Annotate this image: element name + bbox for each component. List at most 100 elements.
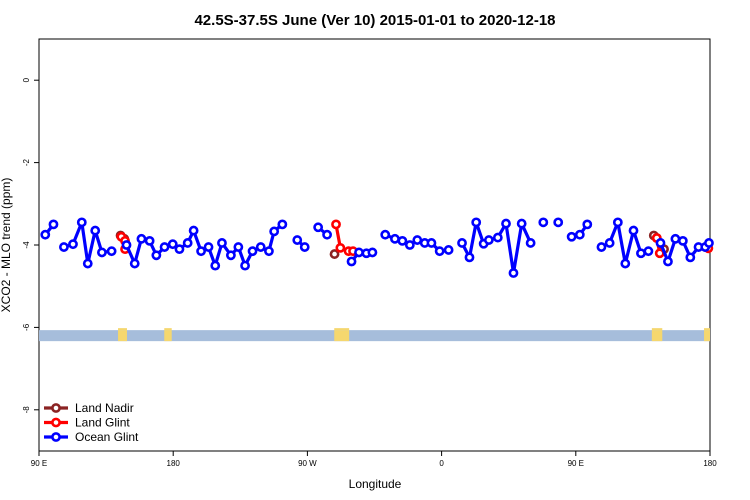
ocean-glint-point [663, 256, 673, 267]
ocean-glint-point [643, 246, 654, 257]
ocean-glint-point [704, 238, 714, 248]
ocean-glint-point [397, 235, 408, 246]
ocean-glint-point [59, 242, 69, 252]
ocean-glint-point [264, 246, 274, 257]
ocean-glint-point [670, 233, 681, 244]
land-mask-edge [118, 328, 127, 331]
x-tick-label: 90 E [31, 459, 47, 468]
land-mask-segment [704, 330, 710, 342]
ocean-glint-line [460, 220, 533, 275]
ocean-glint-point [40, 229, 51, 240]
ocean-glint-point [655, 238, 666, 248]
ocean-glint-point [412, 235, 423, 245]
ocean-glint-point [471, 217, 482, 228]
ocean-glint-point [354, 247, 364, 258]
legend-ocean-glint-marker [51, 432, 61, 442]
y-tick-label: -4 [22, 241, 31, 249]
x-tick-label: 180 [703, 459, 717, 468]
ocean-glint-point [566, 231, 577, 242]
ocean-glint-point [612, 217, 623, 228]
ocean-glint-point [255, 242, 266, 252]
ocean-glint-point [233, 242, 244, 252]
y-axis-label: XCO2 - MLO trend (ppm) [0, 178, 13, 313]
legend-land-nadir-label: Land Nadir [75, 401, 134, 415]
x-tick-label: 180 [167, 459, 181, 468]
land-mask-segment [164, 330, 172, 342]
ocean-glint-point [582, 219, 593, 230]
land-mask-bar [39, 328, 710, 342]
ocean-glint-point [121, 240, 132, 250]
ocean-glint-point [68, 239, 78, 250]
ocean-glint-point [538, 217, 549, 228]
ocean-glint-point [516, 218, 527, 229]
ocean-glint-point [313, 222, 324, 233]
ocean-glint-point [167, 239, 178, 250]
x-tick-label: 0 [439, 459, 444, 468]
ocean-glint-point [508, 268, 519, 278]
ocean-glint-point [404, 240, 415, 250]
ocean-glint-point [483, 235, 494, 245]
legend-land-glint-label: Land Glint [75, 416, 130, 430]
ocean-glint-point [322, 229, 332, 240]
axes: 90 E 180 90 W 0 90 E 180 0 -2 -4 -6 -8 [22, 77, 717, 468]
ocean-glint-point [106, 246, 117, 257]
land-mask-edge [164, 328, 172, 331]
ocean-glint-point [346, 256, 357, 267]
ocean-glint-point [174, 244, 185, 255]
land-nadir-point [329, 249, 340, 259]
ocean-glint-point [299, 242, 310, 252]
land-mask-segment [118, 330, 127, 342]
ocean-glint-point [76, 217, 87, 228]
ocean-glint-point [380, 229, 391, 240]
land-mask-edge [334, 328, 350, 331]
ocean-glint-point [82, 258, 93, 269]
ocean-glint-point [596, 242, 607, 252]
ocean-glint-point [367, 247, 378, 258]
y-tick-label: -6 [22, 323, 31, 331]
land-mask-segment [651, 330, 663, 342]
ocean-glint-point [501, 218, 511, 229]
ocean-glint-point [269, 226, 280, 237]
x-tick-label: 90 W [298, 459, 317, 468]
series [40, 217, 714, 278]
ocean-glint-point [390, 233, 400, 244]
ocean-glint-point [574, 229, 585, 240]
ocean-mask-strip [39, 330, 710, 342]
ocean-glint-point [457, 238, 467, 248]
ocean-glint-point [196, 246, 206, 257]
legend-land-glint-marker [51, 417, 61, 428]
ocean-glint-point [492, 232, 503, 243]
ocean-glint-point [97, 247, 107, 258]
ocean-glint-point [277, 219, 288, 230]
ocean-glint-point [525, 238, 536, 248]
ocean-glint-point [151, 250, 162, 261]
y-tick-label: 0 [22, 77, 31, 82]
ocean-glint-point [434, 246, 445, 257]
ocean-glint-point [426, 238, 437, 248]
ocean-glint-point [188, 225, 199, 236]
legend-land-nadir-marker [51, 403, 61, 413]
ocean-glint-point [136, 233, 147, 244]
ocean-glint-point [636, 248, 646, 259]
ocean-glint-point [203, 242, 214, 252]
ocean-glint-point [628, 225, 639, 236]
ocean-glint-point [464, 252, 475, 263]
ocean-glint-point [443, 245, 454, 255]
legend-ocean-glint-label: Ocean Glint [75, 430, 139, 444]
y-tick-label: -8 [22, 406, 31, 414]
ocean-glint-point [247, 246, 258, 257]
ocean-glint-point [240, 260, 250, 271]
y-tick-label: -2 [22, 158, 31, 166]
ocean-glint-point [129, 258, 140, 269]
chart-title: 42.5S-37.5S June (Ver 10) 2015-01-01 to … [194, 12, 555, 29]
ocean-glint-point [620, 258, 631, 269]
land-mask-edge [651, 328, 663, 331]
ocean-glint-point [182, 238, 193, 248]
ocean-glint-point [604, 238, 615, 248]
x-axis-label: Longitude [349, 477, 402, 491]
land-mask-segment [334, 330, 350, 342]
ocean-glint-point [210, 260, 221, 271]
ocean-glint-point [144, 235, 155, 246]
